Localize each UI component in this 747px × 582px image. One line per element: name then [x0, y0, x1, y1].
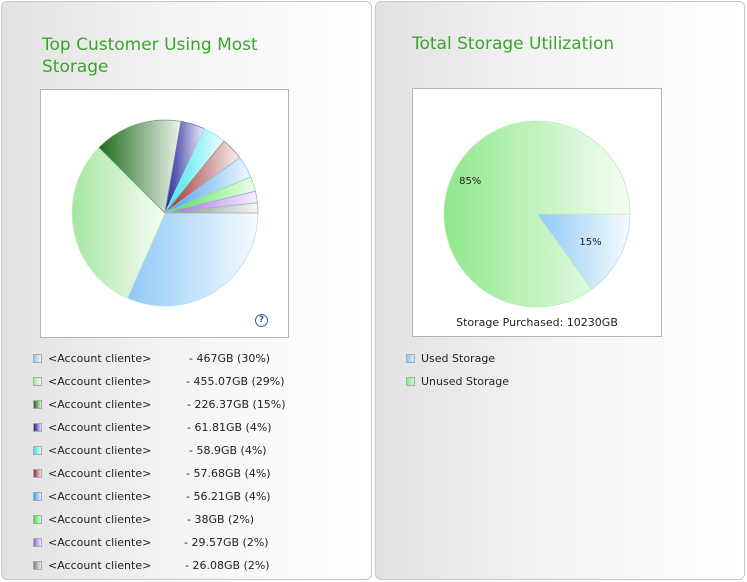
legend-storage-value: - 455.07GB (29%): [186, 375, 285, 388]
legend-storage-value: - 226.37GB (15%): [187, 398, 286, 411]
legend-account-name: <Account cliente>: [48, 559, 152, 572]
legend-account-name: <Account cliente>: [48, 421, 152, 434]
legend-swatch: [33, 377, 42, 386]
legend-account-name: <Account cliente>: [48, 490, 152, 503]
storage-utilization-panel: Total Storage Utilization 15% 85% Storage…: [375, 1, 745, 580]
legend-account-name: <Account cliente>: [48, 513, 152, 526]
legend-item[interactable]: Unused Storage: [406, 372, 606, 395]
legend-swatch: [33, 400, 42, 409]
legend-storage-value: - 26.08GB (2%): [185, 559, 270, 572]
legend: Used Storage Unused Storage: [406, 349, 606, 395]
legend-storage-value: - 56.21GB (4%): [186, 490, 271, 503]
panel-title: Total Storage Utilization: [412, 34, 615, 54]
legend-swatch: [33, 469, 42, 478]
slice-percent-label: 15%: [579, 237, 601, 248]
customer-slice-9[interactable]: [164, 202, 259, 214]
legend-account-name: <Account cliente>: [48, 536, 152, 549]
customer-storage-pie: [71, 119, 259, 307]
legend-storage-value: - 467GB (30%): [189, 352, 271, 365]
legend-item[interactable]: <Account cliente> - 455.07GB (29%): [33, 372, 333, 395]
legend-item[interactable]: <Account cliente> - 56.21GB (4%): [33, 487, 333, 510]
legend-swatch: [33, 561, 42, 570]
utilization-slice-0[interactable]: [536, 213, 631, 290]
legend-swatch: [33, 354, 42, 363]
legend-swatch: [33, 492, 42, 501]
legend-swatch: [33, 423, 42, 432]
legend-account-name: <Account cliente>: [48, 467, 152, 480]
top-customers-panel: Top Customer Using Most Storage ? <Accou…: [1, 1, 372, 580]
pie-chart-container: ?: [40, 89, 289, 338]
utilization-slice-1[interactable]: [443, 120, 631, 308]
legend-item[interactable]: Used Storage: [406, 349, 606, 372]
legend-series-name: Unused Storage: [421, 375, 510, 388]
legend-item[interactable]: <Account cliente> - 38GB (2%): [33, 510, 333, 533]
customer-slice-0[interactable]: [126, 212, 259, 307]
legend-storage-value: - 58.9GB (4%): [189, 444, 267, 457]
legend-item[interactable]: <Account cliente> - 467GB (30%): [33, 349, 333, 372]
legend-storage-value: - 38GB (2%): [187, 513, 255, 526]
legend-storage-value: - 61.81GB (4%): [187, 421, 272, 434]
legend-item[interactable]: <Account cliente> - 26.08GB (2%): [33, 556, 333, 579]
legend-item[interactable]: <Account cliente> - 61.81GB (4%): [33, 418, 333, 441]
customer-slice-1[interactable]: [71, 146, 166, 299]
pie-chart-container: 15% 85% Storage Purchased: 10230GB: [412, 88, 662, 337]
legend-swatch: [33, 446, 42, 455]
legend-account-name: <Account cliente>: [48, 398, 152, 411]
slice-percent-label: 85%: [459, 176, 481, 187]
legend-account-name: <Account cliente>: [48, 375, 152, 388]
legend-item[interactable]: <Account cliente> - 226.37GB (15%): [33, 395, 333, 418]
legend: <Account cliente> - 467GB (30%) <Account c…: [33, 349, 333, 579]
panel-title: Top Customer Using Most Storage: [42, 35, 258, 77]
legend-swatch: [406, 354, 415, 363]
legend-storage-value: - 57.68GB (4%): [186, 467, 271, 480]
legend-swatch: [406, 377, 415, 386]
legend-item[interactable]: <Account cliente> - 58.9GB (4%): [33, 441, 333, 464]
legend-swatch: [33, 538, 42, 547]
legend-account-name: <Account cliente>: [48, 444, 152, 457]
legend-swatch: [33, 515, 42, 524]
legend-storage-value: - 29.57GB (2%): [184, 536, 269, 549]
storage-purchased-label: Storage Purchased: 10230GB: [456, 316, 618, 329]
legend-account-name: <Account cliente>: [48, 352, 152, 365]
legend-item[interactable]: <Account cliente> - 29.57GB (2%): [33, 533, 333, 556]
legend-series-name: Used Storage: [421, 352, 496, 365]
legend-item[interactable]: <Account cliente> - 57.68GB (4%): [33, 464, 333, 487]
help-icon[interactable]: ?: [255, 314, 268, 327]
customer-slice-2[interactable]: [98, 119, 182, 214]
storage-utilization-pie: 15% 85%: [443, 120, 631, 308]
